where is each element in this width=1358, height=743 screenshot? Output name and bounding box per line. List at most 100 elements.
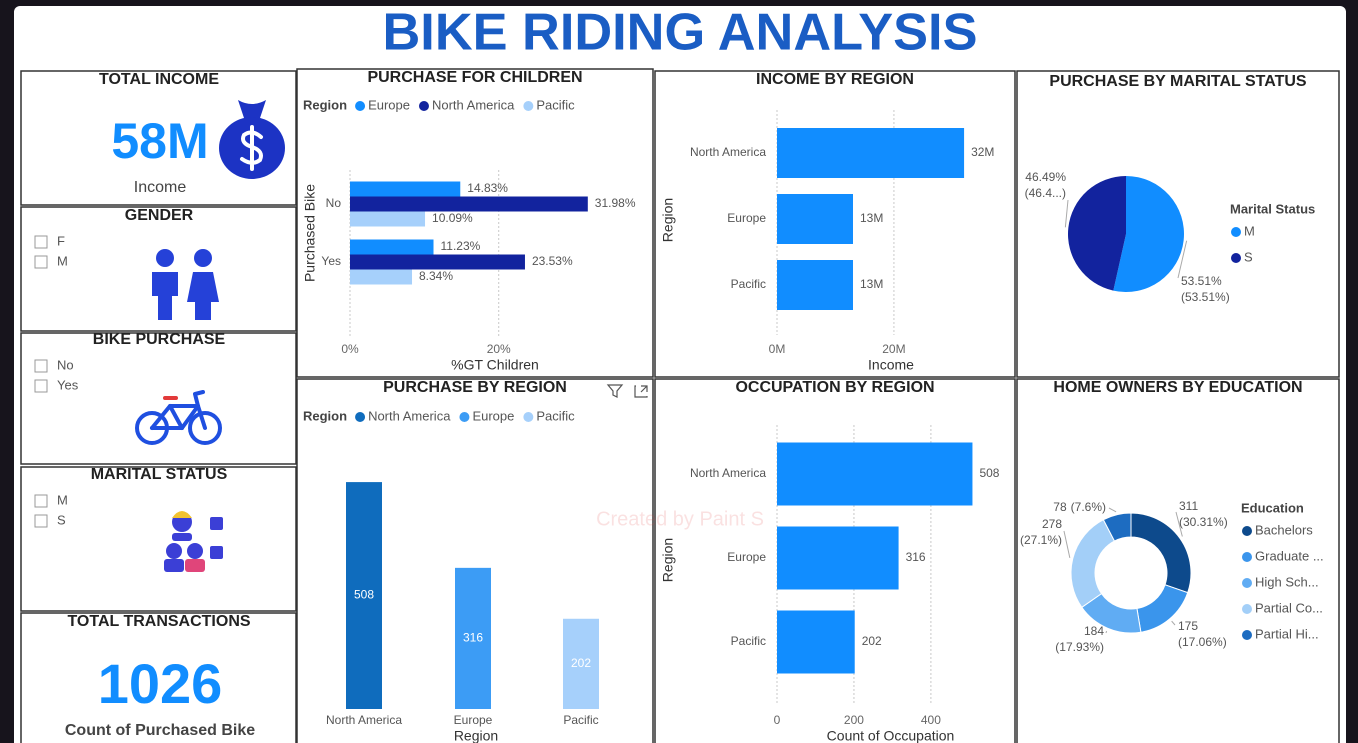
data-label-percent: (17.06%)	[1178, 635, 1227, 649]
y-tick-label: Pacific	[731, 634, 766, 648]
x-tick-label: Europe	[454, 713, 493, 727]
data-label-percent: (53.51%)	[1181, 290, 1230, 304]
data-label: 202	[862, 634, 882, 648]
data-label-value: 78	[1053, 500, 1067, 514]
legend-title: Education	[1241, 500, 1304, 515]
slicer-title: MARITAL STATUS	[91, 466, 228, 483]
data-label-percent: (46.4...)	[1025, 186, 1066, 200]
x-axis-title: Count of Occupation	[827, 728, 955, 743]
slicer-checkbox[interactable]	[34, 514, 48, 528]
bar	[350, 269, 413, 285]
card-value: 1026	[98, 652, 223, 715]
data-label-value: 175	[1178, 619, 1198, 633]
data-label: 14.83%	[467, 181, 508, 195]
leader-line	[1063, 530, 1071, 559]
slicer-checkbox[interactable]	[34, 235, 48, 249]
chart-title: INCOME BY REGION	[756, 71, 914, 88]
x-axis-title: %GT Children	[451, 357, 539, 373]
bar	[777, 610, 855, 674]
slicer-title: BIKE PURCHASE	[93, 331, 226, 348]
data-label-percent: (27.1%)	[1020, 533, 1062, 547]
slicer-checkbox[interactable]	[34, 494, 48, 508]
chart-title: OCCUPATION BY REGION	[735, 379, 934, 396]
leader-line	[1177, 240, 1188, 279]
legend-marker	[1231, 253, 1241, 263]
bike-icon	[135, 390, 222, 445]
slicer-checkbox[interactable]	[34, 255, 48, 269]
data-label-value: 46.49%	[1025, 170, 1066, 184]
slicer-checkbox[interactable]	[34, 359, 48, 373]
pie-slice	[1113, 176, 1184, 292]
legend-marker	[1231, 227, 1241, 237]
pie-slice	[1067, 176, 1126, 291]
legend-label: Partial Co...	[1255, 600, 1323, 615]
legend-label: High Sch...	[1255, 574, 1319, 589]
slicer-option[interactable]: No	[57, 357, 74, 372]
y-tick-label: Europe	[727, 550, 766, 564]
data-label: 13M	[860, 277, 883, 291]
chart-title: PURCHASE BY REGION	[383, 379, 567, 396]
card-label: Income	[134, 179, 187, 196]
x-axis-title: Region	[454, 728, 498, 743]
bar	[777, 526, 899, 590]
bar	[350, 181, 461, 197]
slicer-option[interactable]: S	[57, 512, 66, 527]
filter-icon[interactable]	[606, 384, 624, 398]
slicer-option[interactable]: F	[57, 233, 65, 248]
legend-marker	[1242, 604, 1252, 614]
slicer-title: GENDER	[125, 207, 194, 224]
legend-marker	[1242, 630, 1252, 640]
data-label-value: 53.51%	[1181, 274, 1222, 288]
slicer-checkbox[interactable]	[34, 379, 48, 393]
x-tick-label: 400	[921, 713, 941, 727]
x-axis-title: Income	[868, 357, 914, 373]
data-label: 10.09%	[432, 211, 473, 225]
data-label: 508	[979, 466, 999, 480]
leader-line	[1108, 507, 1117, 513]
data-label-percent: (30.31%)	[1179, 515, 1228, 529]
legend-label: Pacific	[536, 408, 575, 423]
legend-marker	[523, 412, 534, 422]
slicer-option[interactable]: Yes	[57, 377, 79, 392]
data-label: 78 (7.6%)	[1053, 500, 1106, 514]
bar	[777, 260, 853, 310]
data-label-value: 278	[1042, 517, 1062, 531]
data-label-value: 311	[1179, 499, 1198, 513]
dashboard-title: BIKE RIDING ANALYSIS	[383, 4, 978, 62]
legend-label: Partial Hi...	[1255, 626, 1319, 641]
x-tick-label: Pacific	[563, 713, 598, 727]
slicer-option[interactable]: M	[57, 253, 68, 268]
money-bag-icon	[219, 100, 285, 179]
slicer-panel	[20, 466, 297, 612]
data-label: 8.34%	[419, 269, 453, 283]
x-tick-label: 0%	[341, 342, 359, 356]
bar	[777, 194, 853, 244]
card-title: TOTAL TRANSACTIONS	[67, 613, 250, 630]
legend-label: Bachelors	[1255, 522, 1313, 537]
legend-marker	[418, 101, 429, 111]
data-label: 508	[354, 588, 374, 602]
pie-slice	[1102, 512, 1132, 542]
legend-marker	[355, 101, 366, 111]
legend-marker	[1242, 552, 1252, 562]
data-label-value: 184	[1084, 624, 1104, 638]
bar	[346, 482, 382, 709]
y-axis-title: Purchased Bike	[302, 184, 318, 282]
slicer-option[interactable]: M	[57, 492, 68, 507]
slicer-panel	[20, 332, 297, 465]
y-tick-label: No	[326, 196, 342, 210]
legend-marker	[1242, 526, 1252, 536]
data-label: 316	[463, 631, 483, 645]
data-label: 23.53%	[532, 254, 573, 268]
focus-mode-icon[interactable]	[634, 385, 648, 398]
card-value: 58M	[111, 113, 208, 169]
y-tick-label: Europe	[727, 211, 766, 225]
legend-label: North America	[432, 97, 515, 112]
legend-label: Graduate ...	[1255, 548, 1324, 563]
legend-label: Europe	[368, 97, 410, 112]
bar	[350, 196, 588, 212]
leader-line	[1105, 630, 1108, 634]
bar	[350, 211, 426, 227]
bar	[350, 239, 434, 255]
